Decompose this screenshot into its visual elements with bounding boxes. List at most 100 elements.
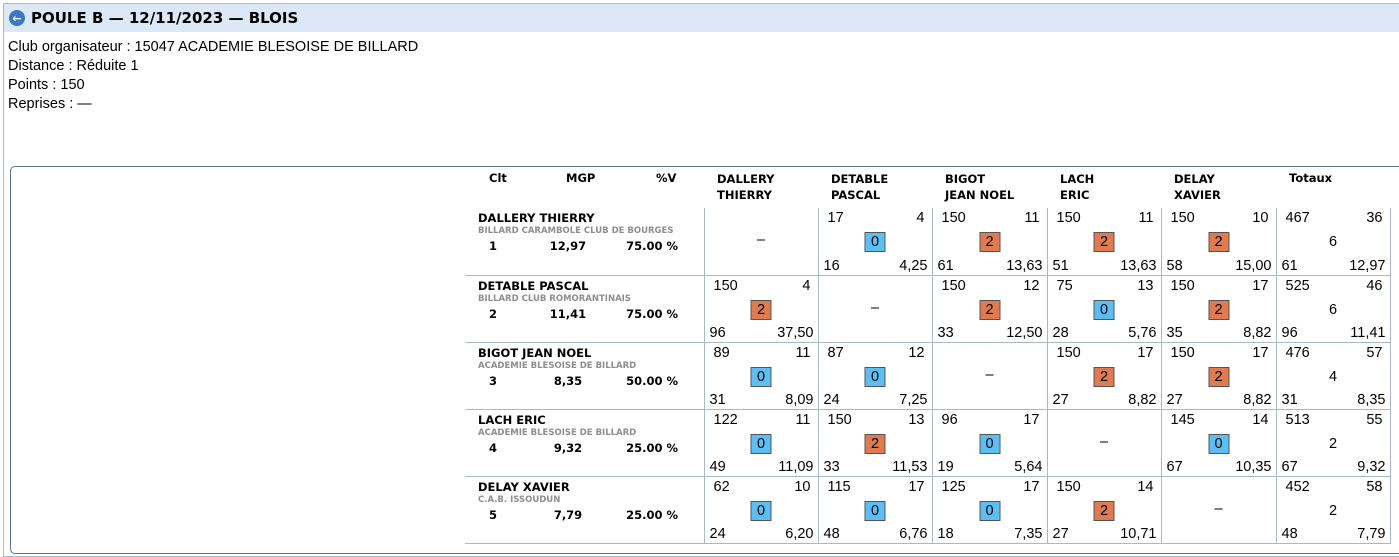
points-scored: 150: [941, 277, 966, 294]
points-scored: 87: [827, 344, 844, 361]
match-cell: 476 57 4 31 8,35: [1275, 342, 1391, 410]
match-cell: 17 4 0 16 4,25: [817, 208, 932, 276]
points-scored: 150: [941, 210, 966, 226]
average: 12,97: [1349, 257, 1386, 274]
points-scored: 150: [1170, 344, 1195, 361]
innings: 4: [916, 210, 925, 226]
match-cell: 150 14 2 27 10,71: [1046, 476, 1161, 544]
match-cell: 452 58 2 48 7,79: [1275, 476, 1391, 544]
player-win-pct: 25.00 %: [626, 440, 678, 455]
back-arrow-icon[interactable]: ←: [9, 10, 25, 26]
match-cell: 145 14 0 67 10,35: [1160, 409, 1276, 477]
player-name[interactable]: DALLERY THIERRY: [478, 211, 595, 225]
table-row: DALLERY THIERRY BILLARD CARAMBOLE CLUB DE…: [465, 208, 1391, 276]
player-mgp: 7,79: [553, 507, 583, 522]
innings: 17: [1023, 478, 1040, 495]
player-name[interactable]: DELAY XAVIER: [478, 479, 570, 494]
player-name[interactable]: BIGOT JEAN NOEL: [478, 345, 592, 360]
best-series: 58: [1166, 257, 1183, 274]
points-scored: 62: [713, 478, 730, 495]
table-header: Clt MGP %V DALLERY THIERRY DETABLE PASCAL …: [465, 171, 1390, 208]
best-series: 18: [937, 525, 954, 542]
player-win-pct: 50.00 %: [626, 373, 678, 388]
match-points-badge: 2: [979, 232, 1000, 252]
points-scored: 145: [1170, 411, 1195, 428]
player-club: ACADEMIE BLESOISE DE BILLARD: [478, 427, 637, 438]
innings: 17: [908, 478, 925, 495]
innings: 11: [795, 411, 811, 428]
average: 8,82: [1243, 324, 1272, 341]
points-scored: 115: [827, 478, 851, 495]
points-scored: 150: [1170, 210, 1195, 226]
match-cell: 62 10 0 24 6,20: [703, 476, 818, 544]
average: 10,71: [1120, 525, 1157, 542]
points-scored: 150: [1056, 478, 1081, 495]
header-opponent: DELAY XAVIER: [1174, 172, 1221, 202]
points-scored: 96: [941, 411, 958, 428]
results-panel: [10, 166, 1399, 554]
player-mgp: 11,41: [549, 306, 587, 321]
best-series: 51: [1052, 257, 1069, 274]
best-series: 67: [1281, 458, 1298, 475]
results-table: Clt MGP %V DALLERY THIERRY DETABLE PASCAL …: [465, 171, 1391, 544]
match-points-badge: 2: [1328, 502, 1338, 519]
points-scored: 122: [713, 411, 738, 428]
player-rank: 1: [489, 239, 498, 253]
points-scored: 513: [1285, 411, 1310, 428]
player-name[interactable]: DETABLE PASCAL: [478, 278, 589, 293]
match-cell: 150 13 2 33 11,53: [817, 409, 932, 477]
match-cell: 96 17 0 19 5,64: [931, 409, 1047, 477]
match-points-badge: 4: [1328, 368, 1338, 385]
average: 11,41: [1350, 324, 1386, 341]
table-row: DELAY XAVIER C.A.B. ISSOUDUN 5 7,79 25.00 % 6…: [465, 476, 1391, 544]
player-mgp: 9,32: [553, 440, 583, 455]
match-cell: 122 11 0 49 11,09: [703, 409, 818, 477]
match-points-badge: 6: [1328, 301, 1338, 318]
match-points-badge: 0: [864, 366, 886, 387]
player-name[interactable]: LACH ERIC: [478, 412, 546, 427]
title-bar: ← POULE B — 12/11/2023 — BLOIS: [4, 4, 1399, 32]
best-series: 24: [709, 525, 726, 542]
match-points-badge: 2: [864, 433, 886, 454]
match-points-badge: 0: [979, 500, 1000, 521]
match-cell: –: [1046, 409, 1161, 477]
match-points-badge: 2: [1093, 500, 1115, 521]
best-series: 27: [1052, 391, 1069, 408]
best-series: 35: [1166, 324, 1183, 341]
table-row: LACH ERIC ACADEMIE BLESOISE DE BILLARD 4 9,…: [465, 409, 1391, 477]
player-win-pct: 25.00 %: [626, 507, 678, 522]
average: 6,20: [785, 525, 814, 542]
innings: 36: [1366, 210, 1383, 226]
best-series: 67: [1166, 458, 1183, 475]
average: 8,82: [1128, 391, 1157, 408]
average: 7,79: [1357, 525, 1386, 542]
player-cell: DALLERY THIERRY BILLARD CARAMBOLE CLUB DE…: [465, 208, 704, 276]
header-opponent: LACH ERIC: [1060, 172, 1095, 202]
info-distance: Distance : Réduite 1: [8, 58, 139, 74]
best-series: 49: [709, 458, 726, 475]
match-cell: –: [1160, 476, 1276, 544]
competition-info: Club organisateur : 15047 ACADEMIE BLESO…: [4, 32, 1399, 114]
innings: 46: [1366, 277, 1383, 294]
best-series: 33: [937, 324, 954, 341]
average: 15,00: [1235, 257, 1272, 274]
info-points: Points : 150: [8, 77, 85, 93]
match-points-badge: 2: [1208, 299, 1229, 320]
average: 10,35: [1235, 458, 1272, 475]
average: 11,53: [892, 458, 928, 475]
average: 5,64: [1014, 458, 1043, 475]
best-series: 33: [823, 458, 840, 475]
match-points-badge: 0: [750, 500, 772, 521]
header-mgp: MGP: [566, 171, 596, 185]
header-clt: Clt: [489, 171, 507, 185]
header-opponent: BIGOT JEAN NOEL: [945, 172, 1015, 202]
match-points-badge: 2: [1093, 232, 1115, 252]
average: 8,35: [1357, 391, 1386, 408]
match-points-badge: 0: [750, 433, 772, 454]
points-scored: 150: [1056, 344, 1081, 361]
best-series: 19: [937, 458, 954, 475]
match-cell: 467 36 6 61 12,97: [1275, 208, 1391, 276]
innings: 4: [802, 277, 811, 294]
points-scored: 150: [1056, 210, 1081, 226]
innings: 14: [1137, 478, 1154, 495]
